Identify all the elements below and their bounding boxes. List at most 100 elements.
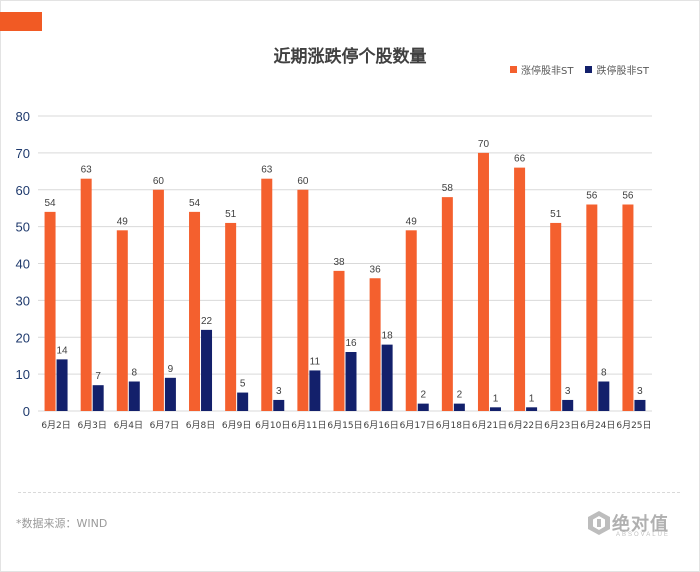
bar-down (598, 381, 610, 411)
data-label-down: 22 (201, 316, 213, 327)
bar-down (237, 392, 249, 411)
data-label-up: 60 (153, 176, 165, 187)
bar-down (201, 329, 213, 411)
legend-item-up: 涨停股非ST (510, 62, 573, 77)
data-label-down: 9 (168, 364, 174, 375)
bar-down (309, 370, 321, 411)
bar-down (526, 407, 538, 411)
data-label-up: 56 (586, 191, 598, 202)
bar-up (297, 189, 309, 411)
data-label-up: 49 (117, 216, 129, 227)
x-tick-label: 6月4日 (114, 420, 143, 431)
data-label-up: 49 (406, 216, 418, 227)
bar-up (586, 204, 598, 411)
bar-down (56, 359, 68, 411)
accent-bar (0, 12, 42, 31)
data-label-up: 63 (261, 165, 273, 176)
bar-chart: 0 10 20 30 40 50 60 70 80 54 14 6月2日 63 7 6月3日 49 8 6月4日 6… (16, 109, 652, 431)
legend-item-down: 跌停股非ST (585, 62, 649, 77)
bar-down (345, 352, 357, 411)
bar-up (152, 189, 164, 411)
data-label-down: 18 (382, 331, 394, 342)
y-tick-label: 70 (16, 146, 30, 161)
bar-down (381, 344, 393, 411)
data-label-down: 1 (529, 393, 535, 404)
bar-up (116, 230, 128, 411)
data-label-up: 66 (514, 154, 526, 165)
data-label-up: 38 (333, 257, 345, 268)
bar-up (333, 270, 345, 411)
bar-up (622, 204, 634, 411)
data-source: *数据来源：WIND (16, 517, 108, 530)
legend: 涨停股非ST 跌停股非ST (510, 62, 661, 77)
logo-mark-icon (588, 511, 610, 535)
bar-up (369, 278, 381, 411)
bar-up (44, 211, 56, 411)
data-label-up: 51 (550, 209, 562, 220)
data-label-up: 60 (297, 176, 309, 187)
y-tick-label: 0 (23, 404, 30, 419)
x-tick-label: 6月9日 (222, 420, 251, 431)
bar-up (80, 178, 92, 411)
x-tick-label: 6月21日 (472, 420, 507, 431)
bar-down (453, 403, 465, 411)
data-label-up: 54 (189, 198, 201, 209)
data-label-down: 8 (601, 368, 607, 379)
data-label-up: 51 (225, 209, 237, 220)
data-label-down: 3 (565, 386, 571, 397)
y-tick-label: 20 (16, 330, 30, 345)
data-label-down: 2 (457, 390, 463, 401)
bar-down (489, 407, 501, 411)
y-tick-label: 80 (16, 109, 30, 124)
y-tick-label: 30 (16, 293, 30, 308)
bar-up (189, 211, 201, 411)
bar-up (514, 167, 526, 411)
legend-swatch-down (585, 66, 593, 73)
bar-up (477, 152, 489, 411)
data-label-down: 2 (420, 390, 426, 401)
legend-label-up: 涨停股非ST (521, 66, 574, 77)
x-tick-label: 6月15日 (327, 420, 362, 431)
x-tick-label: 6月11日 (291, 420, 326, 431)
x-tick-label: 6月3日 (77, 420, 106, 431)
bar-down (417, 403, 429, 411)
data-label-down: 5 (240, 379, 246, 390)
y-tick-label: 10 (16, 367, 30, 382)
data-label-down: 7 (95, 371, 101, 382)
x-tick-label: 6月8日 (186, 420, 215, 431)
data-label-up: 58 (442, 183, 454, 194)
x-tick-label: 6月16日 (364, 420, 399, 431)
bar-up (405, 230, 417, 411)
x-tick-label: 6月7日 (150, 420, 179, 431)
chart-title: 近期涨跌停个股数量 (273, 47, 427, 67)
bar-up (550, 222, 562, 411)
x-tick-label: 6月23日 (544, 420, 579, 431)
bar-down (128, 381, 140, 411)
bar-up (261, 178, 273, 411)
y-tick-label: 50 (16, 220, 30, 235)
data-label-down: 16 (345, 338, 357, 349)
x-tick-label: 6月10日 (255, 420, 290, 431)
data-label-up: 70 (478, 139, 490, 150)
data-label-up: 63 (81, 165, 93, 176)
data-label-down: 11 (310, 356, 321, 367)
data-label-down: 8 (132, 368, 138, 379)
bar-down (634, 399, 646, 411)
bar-down (164, 377, 176, 411)
data-label-down: 14 (56, 345, 68, 356)
x-tick-label: 6月2日 (41, 420, 70, 431)
logo-subtext: ABSOVALUE (616, 532, 670, 538)
bar-up (441, 197, 453, 411)
bar-down (273, 399, 285, 411)
data-label-down: 3 (276, 386, 282, 397)
x-tick-label: 6月18日 (436, 420, 471, 431)
brand-logo: 绝对值 ABSOVALUE (586, 510, 670, 538)
data-label-up: 54 (44, 198, 56, 209)
data-label-up: 56 (622, 191, 634, 202)
bar-up (225, 222, 237, 411)
legend-label-down: 跌停股非ST (596, 66, 649, 77)
data-label-down: 1 (493, 393, 499, 404)
x-tick-label: 6月24日 (580, 420, 615, 431)
legend-swatch-up (510, 66, 517, 73)
x-tick-label: 6月22日 (508, 420, 543, 431)
